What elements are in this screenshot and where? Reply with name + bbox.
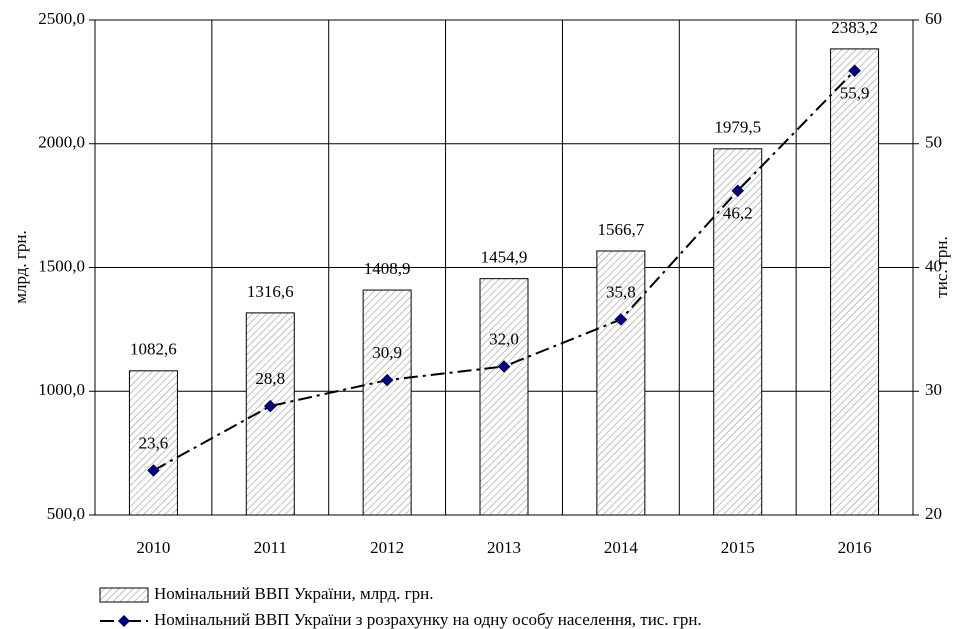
legend-swatch bbox=[99, 587, 149, 603]
bar bbox=[362, 289, 412, 516]
legend-label: Номінальний ВВП України, млрд. грн. bbox=[154, 584, 433, 603]
bar-value-label: 1454,9 bbox=[481, 248, 528, 267]
line-marker bbox=[497, 360, 511, 373]
bar bbox=[596, 250, 646, 516]
line-value-label: 28,8 bbox=[255, 369, 285, 388]
y-tick-label: 500,0 bbox=[47, 504, 85, 523]
line-value-label: 55,9 bbox=[840, 84, 870, 103]
bar-value-label: 1979,5 bbox=[714, 118, 761, 137]
bar bbox=[713, 148, 763, 516]
line-marker bbox=[731, 184, 745, 198]
x-tick-label: 2015 bbox=[721, 538, 755, 557]
y-tick-label: 1500,0 bbox=[38, 256, 85, 275]
legend-label: Номінальний ВВП України з розрахунку на … bbox=[154, 610, 702, 629]
bar-value-label: 1316,6 bbox=[247, 282, 294, 301]
line-value-label: 32,0 bbox=[489, 329, 519, 348]
line-value-label: 46,2 bbox=[723, 204, 753, 223]
line-value-label: 35,8 bbox=[606, 282, 636, 301]
x-tick-label: 2010 bbox=[136, 538, 170, 557]
y-tick-label: 1000,0 bbox=[38, 380, 85, 399]
x-tick-label: 2014 bbox=[604, 538, 639, 557]
y2-axis-label: тис. грн. bbox=[932, 236, 951, 297]
y2-tick-label: 50 bbox=[925, 133, 942, 152]
x-tick-label: 2011 bbox=[254, 538, 287, 557]
line-marker bbox=[848, 64, 861, 78]
y-tick-label: 2500,0 bbox=[38, 9, 85, 28]
x-tick-label: 2016 bbox=[838, 538, 872, 557]
bar bbox=[245, 312, 295, 516]
bar bbox=[479, 278, 529, 516]
line-marker bbox=[147, 464, 160, 477]
line-value-label: 23,6 bbox=[139, 433, 169, 452]
y2-tick-label: 60 bbox=[925, 9, 942, 28]
y2-tick-label: 20 bbox=[925, 504, 942, 523]
line-marker bbox=[614, 313, 628, 326]
bar-value-label: 1566,7 bbox=[597, 220, 644, 239]
y-tick-label: 2000,0 bbox=[38, 133, 85, 152]
bar-value-label: 1082,6 bbox=[130, 340, 177, 359]
bar bbox=[830, 48, 880, 516]
bar-value-label: 2383,2 bbox=[831, 18, 878, 37]
line-marker bbox=[380, 373, 394, 387]
y2-tick-label: 30 bbox=[925, 380, 942, 399]
y2-tick-label: 40 bbox=[925, 256, 942, 275]
bar-value-label: 1408,9 bbox=[364, 259, 411, 278]
line-marker bbox=[263, 399, 277, 413]
y-axis-label: млрд. грн. bbox=[11, 230, 30, 304]
legend-marker bbox=[118, 615, 130, 627]
x-tick-label: 2013 bbox=[487, 538, 521, 557]
bar bbox=[128, 370, 178, 516]
x-tick-label: 2012 bbox=[370, 538, 404, 557]
line-value-label: 30,9 bbox=[372, 343, 402, 362]
